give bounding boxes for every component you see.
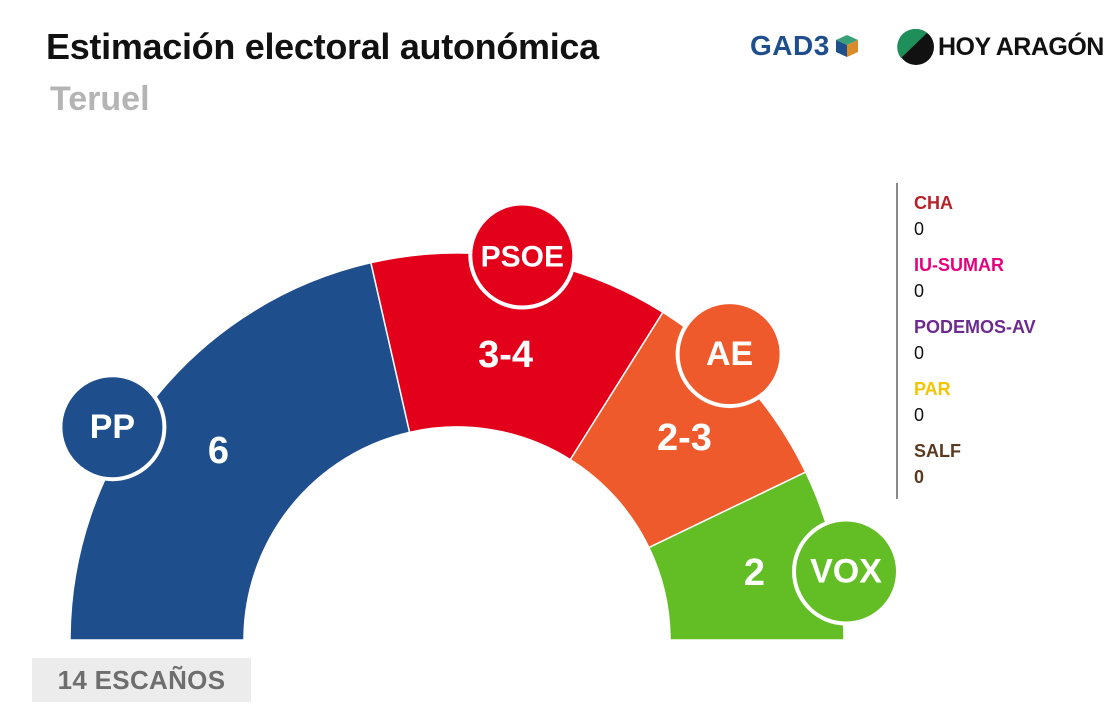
seat-segment-psoe [370, 252, 664, 461]
seat-label-psoe: 3-4 [478, 334, 533, 376]
party-badge-name-pp: PP [90, 408, 135, 446]
gad3-logo: GAD3 [750, 30, 860, 62]
legend-item-par: PAR 0 [914, 369, 1036, 431]
legend-item-podemos-av: PODEMOS-AV 0 [914, 307, 1036, 369]
party-badge-psoe: PSOE [468, 201, 577, 310]
legend-item-iu-sumar: IU-SUMAR 0 [914, 245, 1036, 307]
legend-party-seats: 0 [914, 343, 925, 363]
legend-party-name: SALF [914, 441, 961, 461]
total-seats-label: 14 ESCAÑOS [32, 658, 251, 702]
party-badge-name-vox: VOX [810, 553, 882, 591]
hoy-aragon-circle-icon [897, 28, 934, 65]
seat-label-ae: 2-3 [657, 417, 712, 459]
legend-party-name: PAR [914, 379, 951, 399]
party-badge-vox: VOX [792, 517, 900, 626]
legend-party-seats: 0 [914, 281, 925, 301]
chart-title: Estimación electoral autonómica [46, 26, 599, 67]
gad3-logo-text: GAD3 [750, 30, 830, 61]
party-badge-name-ae: AE [706, 335, 753, 373]
seat-label-pp: 6 [208, 430, 229, 472]
seat-segment-vox [647, 471, 845, 641]
party-badge-ae: AE [675, 300, 784, 409]
seat-label-vox: 2 [744, 552, 765, 594]
legend-party-name: CHA [914, 193, 953, 213]
legend-party-name: PODEMOS-AV [914, 317, 1036, 337]
chart-subtitle: Teruel [50, 80, 150, 118]
others-legend: CHA 0 IU-SUMAR 0 PODEMOS-AV 0 PAR 0 SALF 0 [896, 183, 1036, 499]
party-badge-pp: PP [58, 373, 167, 482]
party-badge-name-psoe: PSOE [481, 241, 564, 274]
legend-party-seats: 0 [914, 467, 925, 487]
legend-item-cha: CHA 0 [914, 183, 1036, 245]
hoy-aragon-logo-text: HOY ARAGÓN [938, 32, 1104, 61]
cube-icon [835, 35, 858, 57]
legend-item-salf: SALF 0 [914, 431, 1036, 493]
hoy-aragon-logo: HOY ARAGÓN [897, 28, 1104, 66]
legend-party-seats: 0 [914, 219, 925, 239]
seat-segment-pp [69, 261, 411, 641]
legend-party-name: IU-SUMAR [914, 255, 1004, 275]
legend-party-seats: 0 [914, 405, 925, 425]
